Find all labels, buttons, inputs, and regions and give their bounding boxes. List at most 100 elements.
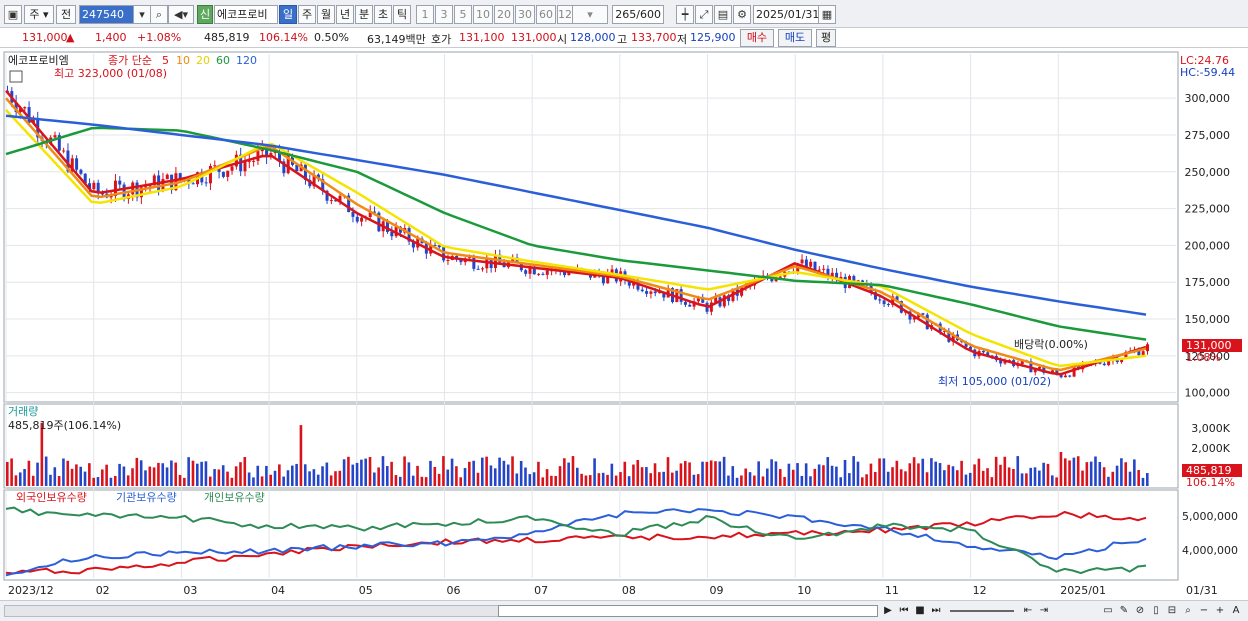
stock-name[interactable]: 에코프로비 [214, 5, 278, 24]
candle-body [1120, 358, 1124, 363]
volume-bar [131, 468, 134, 486]
count-field[interactable]: 265/600 [612, 5, 664, 24]
sell-button[interactable]: 매도 [778, 29, 812, 47]
candle-icon[interactable]: ┿ [676, 5, 694, 24]
tool-icon-4[interactable]: ▯ [1153, 605, 1159, 616]
volume-bar [282, 476, 285, 486]
volume-bar [105, 464, 108, 486]
volume-bar [23, 469, 26, 486]
change-pct: +1.08% [137, 31, 182, 44]
interval-0[interactable]: 일 [279, 5, 297, 24]
stop-icon[interactable]: ■ [915, 605, 925, 616]
volume-bar [230, 477, 234, 486]
volume-bar [878, 458, 881, 486]
calculator-icon[interactable] [9, 70, 23, 83]
scroll-thumb[interactable] [498, 605, 878, 617]
window-icon[interactable]: ▣ [4, 5, 22, 24]
code-input[interactable]: 247540 [79, 5, 135, 24]
candle-body [606, 273, 610, 284]
number-30[interactable]: 30 [515, 5, 535, 24]
buy-button[interactable]: 매수 [740, 29, 774, 47]
tool-icon-3[interactable]: ⊘ [1135, 605, 1145, 616]
period-select[interactable]: 주 ▾ [24, 5, 54, 24]
tool-icon-1[interactable]: ▭ [1103, 605, 1113, 616]
rewind-icon[interactable]: ⏮ [899, 605, 909, 616]
volume-bar [62, 458, 65, 486]
interval-4[interactable]: 분 [355, 5, 373, 24]
volume-bar [79, 466, 83, 486]
volume-bar [593, 458, 596, 486]
interval-6[interactable]: 틱 [393, 5, 411, 24]
interval-3[interactable]: 년 [336, 5, 354, 24]
volume-bar [424, 477, 428, 486]
minus-icon[interactable]: − [1199, 605, 1209, 616]
tool-icon-2[interactable]: ✎ [1119, 605, 1129, 616]
volume-bar [269, 474, 273, 486]
volume-bar [800, 475, 804, 486]
series-label: 종가 단순 [108, 54, 152, 67]
tool-icon-5[interactable]: ⊟ [1167, 605, 1177, 616]
search-icon[interactable]: ⌕ [150, 5, 168, 24]
magnifier-icon[interactable]: ⌕ [1185, 605, 1191, 616]
number-20[interactable]: 20 [494, 5, 514, 24]
volume-bar [826, 457, 830, 486]
avg-button[interactable]: 평 [816, 29, 836, 47]
custom-interval-select[interactable]: ▾ [572, 5, 608, 24]
calendar-icon[interactable]: ▦ [818, 5, 836, 24]
volume-bar [571, 456, 575, 486]
volume-bar [679, 463, 683, 486]
interval-1[interactable]: 주 [298, 5, 316, 24]
volume-bar [951, 466, 955, 486]
play-icon[interactable]: ▶ [884, 605, 892, 616]
zoom-slider[interactable] [950, 610, 1014, 612]
date-field[interactable]: 2025/01/31 [753, 5, 819, 24]
candle-body [1102, 363, 1106, 366]
ytick-price: 175,000 [1185, 276, 1231, 289]
forward-icon[interactable]: ⏭ [931, 605, 941, 616]
zoom-out-icon[interactable]: ⇤ [1023, 605, 1033, 616]
new-badge: 신 [197, 5, 213, 24]
number-3[interactable]: 3 [435, 5, 453, 24]
zoom-in-icon[interactable]: ⇥ [1039, 605, 1049, 616]
volume-bar [278, 464, 281, 486]
volume-bar [463, 468, 467, 486]
whole-button[interactable]: 전 [56, 5, 76, 24]
candle-body [204, 182, 208, 184]
candle-body [921, 313, 925, 315]
save-icon[interactable]: ▤ [714, 5, 732, 24]
volume-bar [403, 456, 406, 486]
volume-bar [981, 470, 985, 486]
number-60[interactable]: 60 [536, 5, 556, 24]
draw-icon[interactable]: ⤢ [695, 5, 713, 24]
text-size-icon[interactable]: A [1232, 605, 1240, 616]
chart-canvas[interactable]: 에코프로비엠 종가 단순 5 10 20 60 120 최고 323,000 (… [0, 48, 1248, 600]
volume-bar [588, 475, 592, 486]
number-10[interactable]: 10 [473, 5, 493, 24]
plus-icon[interactable]: + [1215, 605, 1225, 616]
volume-bar [450, 458, 454, 486]
volume-bar [308, 471, 311, 486]
volume-bar [347, 456, 350, 486]
candle-body [999, 360, 1003, 364]
ma-line-120 [5, 114, 1147, 316]
chevron-down-icon[interactable]: ▾ [133, 5, 151, 24]
interval-5[interactable]: 초 [374, 5, 392, 24]
candle-body [649, 291, 653, 294]
interval-2[interactable]: 월 [317, 5, 335, 24]
xtick-label: 2025/01 [1060, 584, 1106, 597]
gear-icon[interactable]: ⚙ [733, 5, 751, 24]
volume-bar [260, 476, 264, 486]
volume-bar [619, 472, 622, 486]
volume-bar [1042, 462, 1045, 486]
volume-bar [411, 475, 415, 486]
candle-body [170, 174, 174, 191]
speaker-icon[interactable]: ◀▾ [168, 5, 194, 24]
volume-bar [70, 468, 74, 486]
number-1[interactable]: 1 [416, 5, 434, 24]
candle-body [1051, 370, 1054, 372]
amount-value: 63,149백만 [367, 33, 426, 46]
volume-bar [545, 469, 549, 486]
number-5[interactable]: 5 [454, 5, 472, 24]
volume-bar [377, 467, 380, 486]
volume-bar [1102, 467, 1106, 486]
